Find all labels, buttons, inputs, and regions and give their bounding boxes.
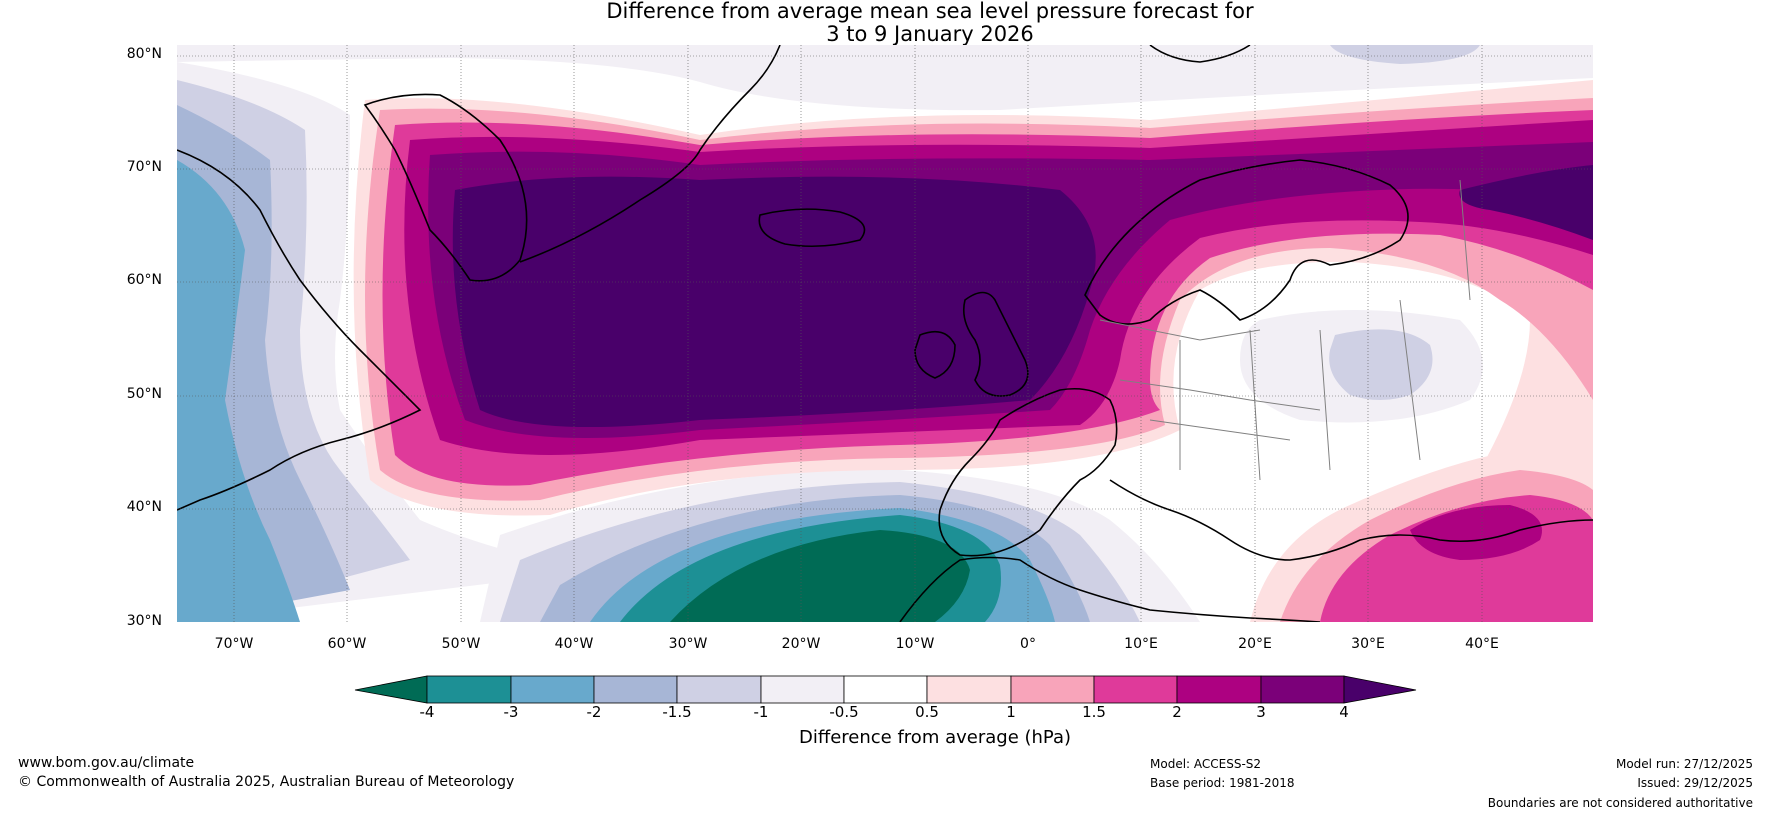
colorbar-tick: -4 xyxy=(419,703,435,721)
colorbar-seg-p15 xyxy=(1093,675,1178,704)
colorbar-seg-p2 xyxy=(1176,675,1262,704)
lon-label-30e: 30°E xyxy=(1351,636,1385,652)
lon-label-60w: 60°W xyxy=(327,636,367,652)
colorbar-seg-m15 xyxy=(593,675,678,704)
colorbar-tick: 3 xyxy=(1256,703,1266,721)
colorbar-low-extend xyxy=(354,675,428,704)
lat-label-40n: 40°N xyxy=(126,499,162,515)
map-title-line2: 3 to 9 January 2026 xyxy=(826,22,1034,46)
colorbar-seg-p1 xyxy=(1010,675,1095,704)
lon-label-70w: 70°W xyxy=(214,636,254,652)
colorbar-tick: -1.5 xyxy=(662,703,692,721)
colorbar-seg-m1 xyxy=(676,675,762,704)
britain-coast xyxy=(962,291,1029,397)
colorbar-tick: 1.5 xyxy=(1082,703,1106,721)
website-link[interactable]: www.bom.gov.au/climate xyxy=(18,755,195,771)
field-pos-med-2 xyxy=(1410,505,1542,560)
field-neg-west-2 xyxy=(177,160,300,622)
colorbar-title: Difference from average (hPa) xyxy=(798,727,1072,748)
colorbar-tick: 4 xyxy=(1339,703,1349,721)
map-title-line1: Difference from average mean sea level p… xyxy=(606,0,1254,23)
ireland-coast xyxy=(914,330,956,379)
lon-label-40e: 40°E xyxy=(1465,636,1499,652)
canada-coast xyxy=(177,149,422,511)
anomaly-field xyxy=(177,45,1593,622)
colorbar-seg-m3 xyxy=(426,675,512,704)
boundaries-disclaimer: Boundaries are not considered authoritat… xyxy=(1487,796,1753,810)
lat-label-50n: 50°N xyxy=(126,386,162,402)
model-name: Model: ACCESS-S2 xyxy=(1150,757,1262,771)
mediterranean-coast xyxy=(1109,479,1593,561)
colorbar-tick: -3 xyxy=(503,703,519,721)
lat-label-60n: 60°N xyxy=(126,272,162,288)
issued-date: Issued: 29/12/2025 xyxy=(1637,776,1753,790)
greenland-coast xyxy=(363,93,528,282)
colorbar-tick: 0.5 xyxy=(915,703,939,721)
lon-label-10w: 10°W xyxy=(895,636,935,652)
colorbar-tick: 1 xyxy=(1006,703,1016,721)
lon-label-0: 0° xyxy=(1020,636,1036,652)
colorbar-seg-p05 xyxy=(926,675,1012,704)
scandinavia-coast xyxy=(1084,159,1409,325)
graticule xyxy=(177,45,1593,622)
colorbar-tick: -1 xyxy=(753,703,769,721)
colorbar xyxy=(354,675,1417,704)
field-neg-north-core xyxy=(1330,45,1480,64)
field-neg-europe-core xyxy=(1329,329,1433,400)
model-run-date: Model run: 27/12/2025 xyxy=(1615,757,1753,771)
colorbar-seg-zero xyxy=(843,675,928,704)
europe-coast xyxy=(938,387,1118,557)
colorbar-seg-m05 xyxy=(760,675,845,704)
lat-label-30n: 30°N xyxy=(126,613,162,629)
colorbar-tick: -2 xyxy=(586,703,602,721)
field-pos-4-east xyxy=(1459,165,1593,240)
lat-label-80n: 80°N xyxy=(126,46,162,62)
colorbar-tick: -0.5 xyxy=(829,703,859,721)
lon-label-50w: 50°W xyxy=(441,636,481,652)
base-period: Base period: 1981-2018 xyxy=(1150,776,1295,790)
lat-label-70n: 70°N xyxy=(126,159,162,175)
colorbar-high-extend xyxy=(1343,675,1417,704)
colorbar-tick: 2 xyxy=(1172,703,1182,721)
copyright-text: © Commonwealth of Australia 2025, Austra… xyxy=(18,774,515,790)
svalbard-coast xyxy=(1149,45,1251,63)
africa-coast xyxy=(899,556,1321,622)
iceland-coast xyxy=(758,208,866,248)
lon-label-20w: 20°W xyxy=(781,636,821,652)
coastlines xyxy=(177,45,1593,622)
greenland-east-coast xyxy=(519,45,781,263)
lon-label-30w: 30°W xyxy=(668,636,708,652)
lon-label-40w: 40°W xyxy=(554,636,594,652)
field-pos-4 xyxy=(452,176,1096,428)
lon-label-20e: 20°E xyxy=(1238,636,1272,652)
colorbar-seg-p3 xyxy=(1260,675,1345,704)
lon-label-10e: 10°E xyxy=(1124,636,1158,652)
field-neg-north xyxy=(177,45,1593,111)
field-neg-south-4 xyxy=(670,530,970,622)
colorbar-seg-m2 xyxy=(510,675,595,704)
